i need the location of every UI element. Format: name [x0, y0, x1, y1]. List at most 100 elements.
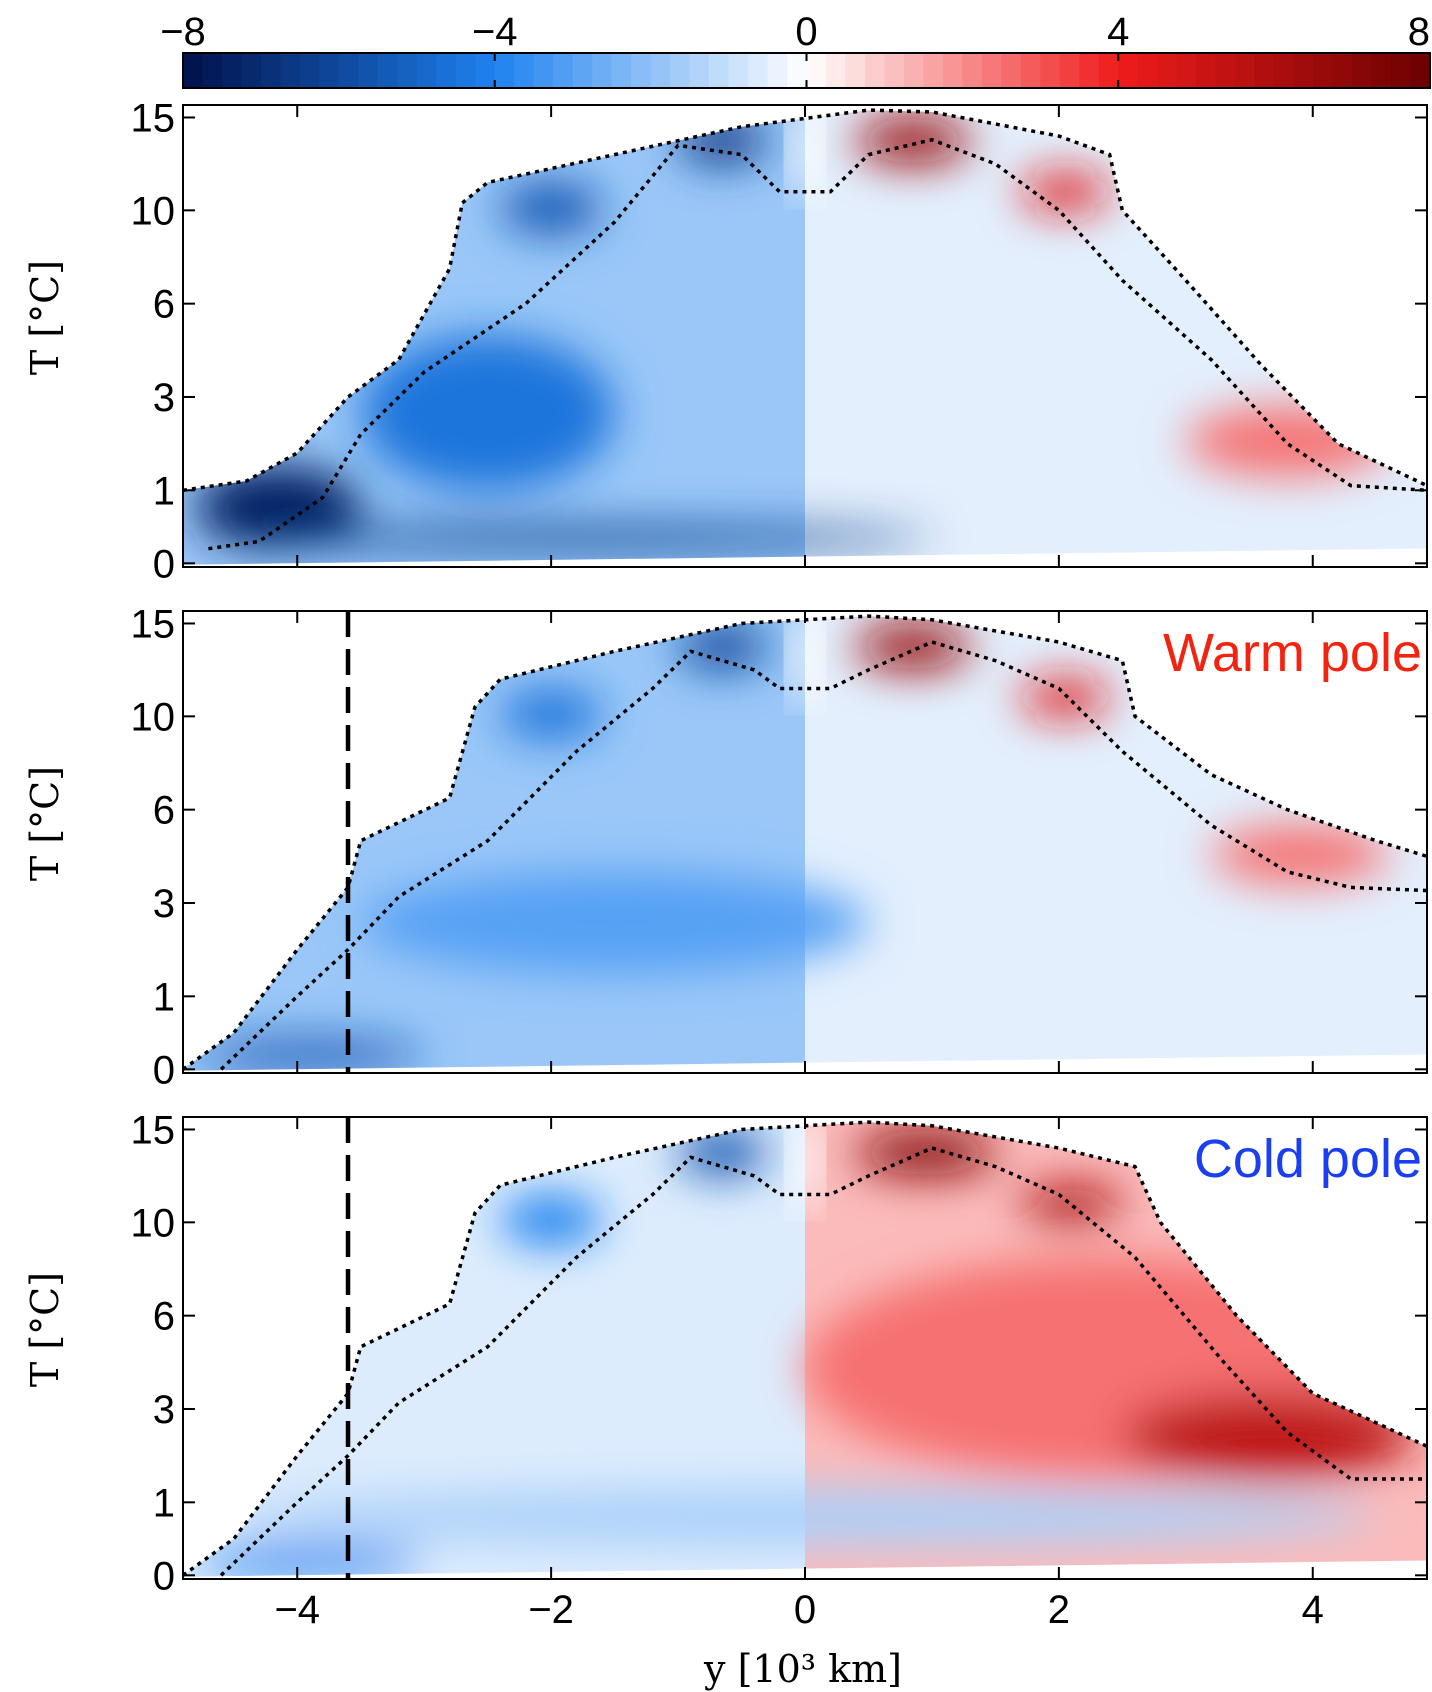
inner-contour: [208, 137, 1428, 551]
y-tick-label: 3: [153, 882, 175, 926]
colorbar-cell: [592, 53, 613, 88]
field-region: [500, 182, 602, 234]
y-tick-label: 10: [131, 695, 176, 739]
y-tick-label: 3: [153, 376, 175, 420]
colorbar-cell: [358, 53, 379, 88]
y-axis-label: T [°C]: [23, 1272, 67, 1387]
field-region: [1185, 406, 1389, 477]
colorbar-cell: [1196, 53, 1217, 88]
y-tick-label: 6: [153, 283, 175, 327]
field-region: [195, 1546, 425, 1576]
colorbar-cell: [767, 53, 788, 88]
y-tick-label: 10: [131, 189, 176, 233]
colorbar-cell: [1332, 53, 1353, 88]
colorbar-cell: [319, 53, 340, 88]
colorbar-cell: [962, 53, 983, 88]
y-tick-label: 0: [153, 1554, 175, 1598]
colorbar-cell: [1176, 53, 1197, 88]
colorbar-cell: [825, 53, 847, 88]
colorbar-cell: [631, 53, 652, 88]
field-regions: [195, 623, 1389, 1070]
colorbar-tick-label: 0: [795, 10, 817, 54]
x-tick-label: −2: [528, 1588, 574, 1632]
colorbar-cell: [533, 53, 554, 88]
field-region: [360, 871, 869, 973]
colorbar-cell: [1391, 53, 1412, 88]
colorbar-cell: [397, 53, 418, 88]
colorbar-cell: [1235, 53, 1256, 88]
colorbar-cell: [1059, 53, 1080, 88]
colorbar-cell: [748, 53, 769, 88]
field-region: [233, 526, 932, 549]
y-tick-label: 1: [153, 469, 175, 513]
colorbar-cell: [1079, 53, 1100, 88]
field-zero-gap: [789, 616, 821, 698]
panel-annotation: Warm pole: [1163, 623, 1422, 683]
colorbar-cell: [241, 53, 262, 88]
field-region: [678, 117, 767, 164]
y-axis-label: T [°C]: [23, 260, 67, 375]
colorbar-cell: [1313, 53, 1334, 88]
colorbar-cell: [1098, 53, 1119, 88]
colorbar-cell: [1293, 53, 1314, 88]
panel-annotation: Cold pole: [1194, 1129, 1422, 1189]
colorbar-cell: [455, 53, 476, 88]
x-tick-label: 0: [794, 1588, 816, 1632]
colorbar-tick-label: 4: [1107, 10, 1129, 54]
colorbar-cell: [728, 53, 749, 88]
field-region: [1020, 1185, 1123, 1223]
colorbar-cell: [260, 53, 282, 88]
field-region: [855, 623, 971, 670]
y-tick-label: 15: [131, 96, 176, 140]
y-tick-label: 6: [153, 1295, 175, 1339]
colorbar-tick-label: −8: [160, 10, 206, 54]
field-region: [233, 1488, 1377, 1547]
y-axis-label: T [°C]: [23, 766, 67, 881]
field-base-left: [183, 616, 805, 1071]
colorbar-cell: [1215, 53, 1236, 88]
y-tick-label: 3: [153, 1388, 175, 1432]
colorbar-cell: [670, 53, 691, 88]
colorbar-cell: [650, 53, 671, 88]
x-tick-label: −4: [274, 1588, 320, 1632]
colorbar-cell: [1020, 53, 1041, 88]
colorbar-cell: [611, 53, 632, 88]
colorbar-cell: [689, 53, 710, 88]
field: [183, 110, 1427, 565]
y-tick-label: 1: [153, 975, 175, 1019]
field-region: [1020, 173, 1110, 211]
colorbar-cell: [981, 53, 1002, 88]
colorbar-cell: [436, 53, 457, 88]
colorbar-cell: [1352, 53, 1373, 88]
y-tick-label: 0: [153, 542, 175, 586]
colorbar-cell: [475, 53, 496, 88]
colorbar-cell: [1410, 53, 1431, 88]
colorbar-cell: [1157, 53, 1178, 88]
colorbar-cell: [787, 53, 808, 88]
colorbar-cell: [884, 53, 905, 88]
y-tick-label: 15: [131, 1108, 176, 1152]
field-region: [195, 466, 361, 549]
colorbar-cell: [202, 53, 223, 88]
field-region: [678, 623, 767, 670]
x-tick-label: 4: [1302, 1588, 1324, 1632]
colorbar-cell: [1040, 53, 1061, 88]
colorbar-cell: [1274, 53, 1295, 88]
field-base-right: [805, 110, 1427, 565]
colorbar-cell: [280, 53, 301, 88]
colorbar-cell: [514, 53, 535, 88]
y-tick-label: 0: [153, 1048, 175, 1092]
colorbar-cell: [1254, 53, 1275, 88]
field-region: [678, 1129, 767, 1176]
colorbar-cell: [572, 53, 593, 88]
colorbar-cell: [416, 53, 437, 88]
field-region: [500, 688, 602, 740]
field-region: [195, 1040, 425, 1070]
colorbar-cell: [221, 53, 243, 88]
field-region: [855, 117, 971, 164]
colorbar-tick-label: 8: [1408, 10, 1430, 54]
